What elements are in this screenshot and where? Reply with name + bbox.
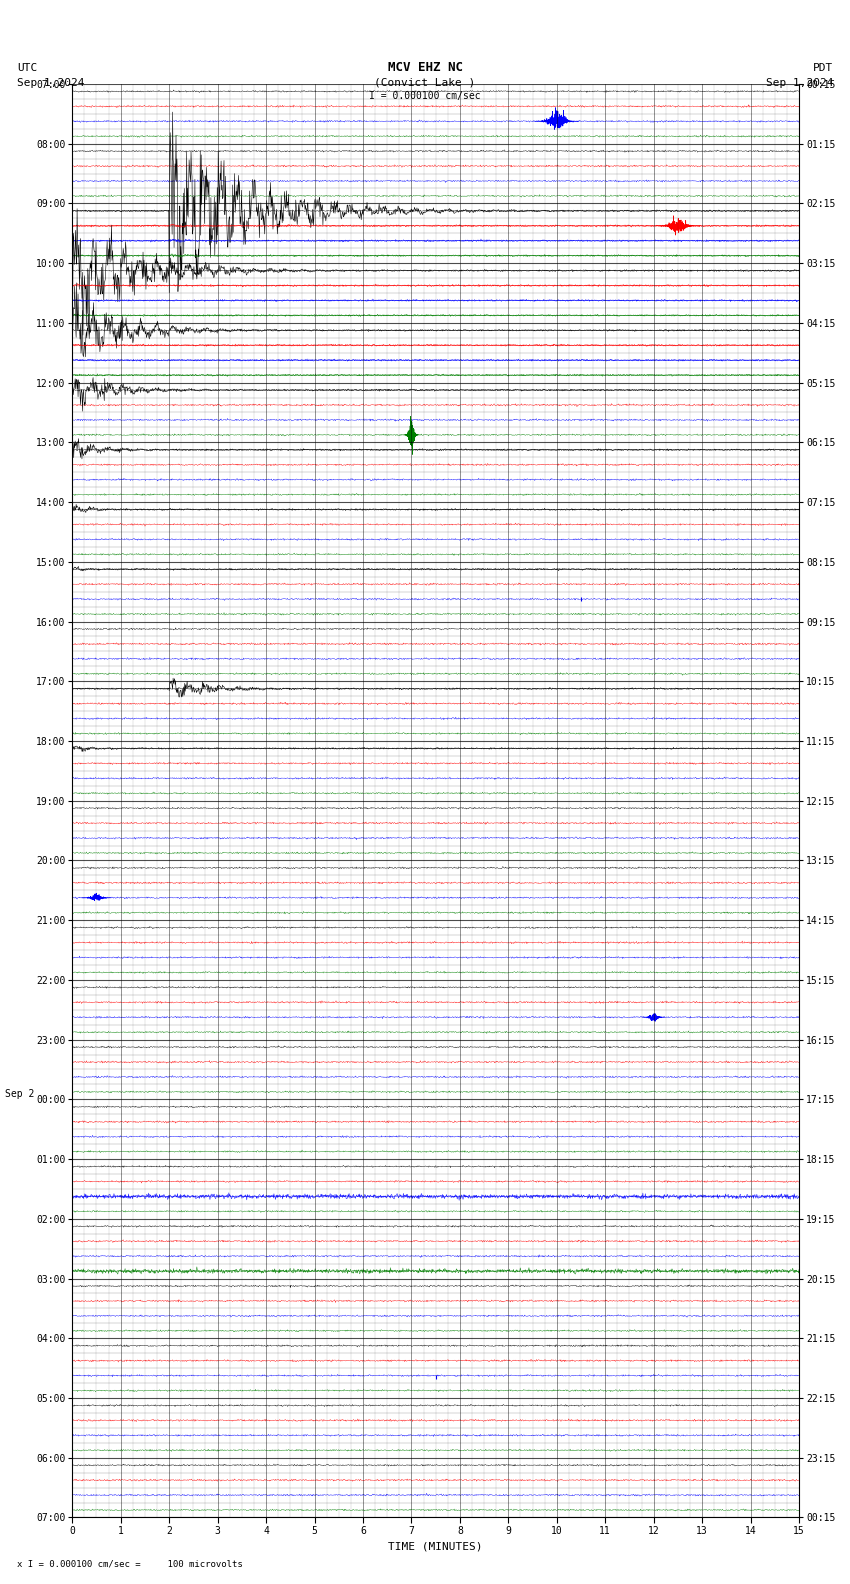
Text: Sep 1,2024: Sep 1,2024 xyxy=(17,78,84,87)
Text: Sep 1,2024: Sep 1,2024 xyxy=(766,78,833,87)
Text: Sep 2: Sep 2 xyxy=(5,1090,35,1099)
Text: I = 0.000100 cm/sec: I = 0.000100 cm/sec xyxy=(369,92,481,101)
Text: x I = 0.000100 cm/sec =     100 microvolts: x I = 0.000100 cm/sec = 100 microvolts xyxy=(17,1559,243,1568)
Text: (Convict Lake ): (Convict Lake ) xyxy=(374,78,476,87)
Text: MCV EHZ NC: MCV EHZ NC xyxy=(388,60,462,73)
Text: UTC: UTC xyxy=(17,63,37,73)
Text: PDT: PDT xyxy=(813,63,833,73)
X-axis label: TIME (MINUTES): TIME (MINUTES) xyxy=(388,1541,483,1551)
